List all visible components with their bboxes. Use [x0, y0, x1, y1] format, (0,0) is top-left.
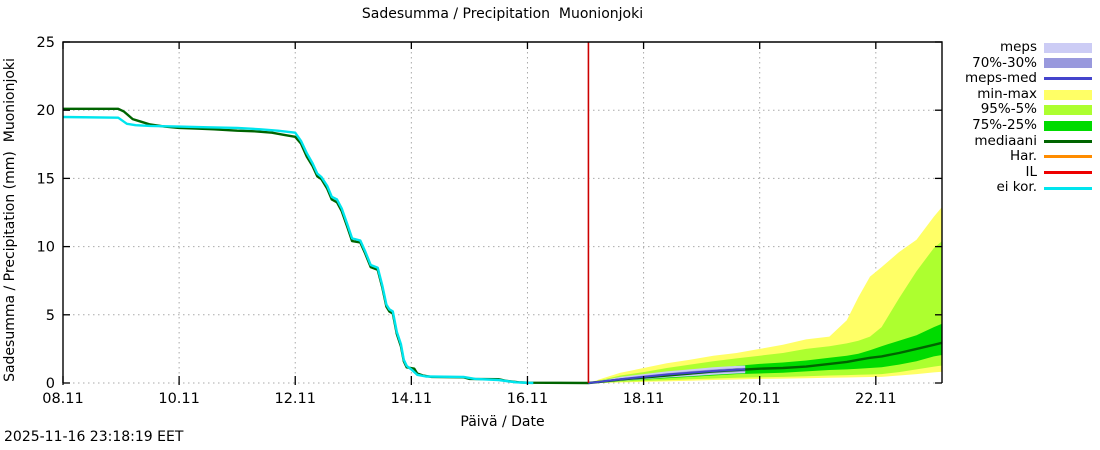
- legend-swatch-line: [1044, 139, 1092, 143]
- band-min-max: [588, 207, 942, 383]
- ytick-label-15: 15: [37, 171, 55, 187]
- legend-label: Har.: [1009, 148, 1037, 165]
- legend-swatch-band: [1044, 120, 1092, 131]
- legend-item-95-5: 95%-5%: [882, 102, 1092, 118]
- ytick-label-25: 25: [37, 35, 55, 51]
- x-axis-label: Päivä / Date: [460, 414, 545, 430]
- legend-item-eikor: ei kor.: [882, 180, 1092, 196]
- legend-item-70-30: 70%-30%: [882, 54, 1092, 72]
- legend-swatch-band: [1044, 42, 1092, 53]
- legend-label: min-max: [977, 85, 1037, 102]
- xtick-label-8: 08.11: [42, 391, 84, 407]
- y-axis-label: Sadesumma / Precipitation (mm) Muonionjo…: [2, 58, 18, 382]
- legend-swatch-line: [1044, 155, 1092, 159]
- legend-item-min-max: min-max: [882, 85, 1092, 103]
- legend-item-75-25: 75%-25%: [882, 116, 1092, 134]
- legend: meps 70%-30% meps-med min-max 95%-5% 75%-25% m…: [882, 39, 1092, 196]
- ytick-label-10: 10: [37, 240, 55, 256]
- legend-swatch-line: [1044, 77, 1092, 81]
- band-95-5: [588, 241, 942, 383]
- xtick-label-10: 10.11: [158, 391, 200, 407]
- legend-label: IL: [1025, 163, 1037, 180]
- xtick-label-14: 14.11: [391, 391, 433, 407]
- legend-item-har: Har.: [882, 149, 1092, 165]
- legend-swatch-band: [1044, 89, 1092, 100]
- xtick-label-16: 16.11: [507, 391, 549, 407]
- legend-label: 70%-30%: [972, 54, 1037, 71]
- legend-swatch-band: [1044, 58, 1092, 69]
- legend-item-mediaani: mediaani: [882, 132, 1092, 150]
- band-75-25: [588, 323, 942, 383]
- chart-title: Sadesumma / Precipitation Muonionjoki: [361, 6, 644, 22]
- legend-item-meps-med: meps-med: [882, 71, 1092, 87]
- generated-timestamp: 2025-11-16 23:18:19 EET: [4, 429, 184, 445]
- legend-label: mediaani: [974, 132, 1037, 149]
- line-meps-med: [588, 368, 746, 384]
- legend-swatch-line: [1044, 171, 1092, 175]
- legend-swatch-band: [1044, 105, 1092, 116]
- plot-frame: [62, 41, 943, 383]
- legend-label: meps: [999, 39, 1037, 55]
- xtick-label-12: 12.11: [274, 391, 316, 407]
- ytick-label-5: 5: [46, 308, 55, 324]
- legend-label: meps-med: [965, 70, 1037, 87]
- legend-label: 75%-25%: [972, 116, 1037, 133]
- legend-swatch-line: [1044, 186, 1092, 190]
- ytick-label-0: 0: [46, 376, 55, 392]
- xtick-label-22: 22.11: [855, 391, 897, 407]
- ytick-label-20: 20: [37, 103, 55, 119]
- legend-label: ei kor.: [996, 179, 1037, 196]
- line-eikor: [62, 115, 534, 385]
- legend-label: 95%-5%: [980, 101, 1037, 118]
- xtick-label-20: 20.11: [739, 391, 781, 407]
- legend-item-il: IL: [882, 163, 1092, 181]
- legend-item-meps: meps: [882, 39, 1092, 56]
- xtick-label-18: 18.11: [623, 391, 665, 407]
